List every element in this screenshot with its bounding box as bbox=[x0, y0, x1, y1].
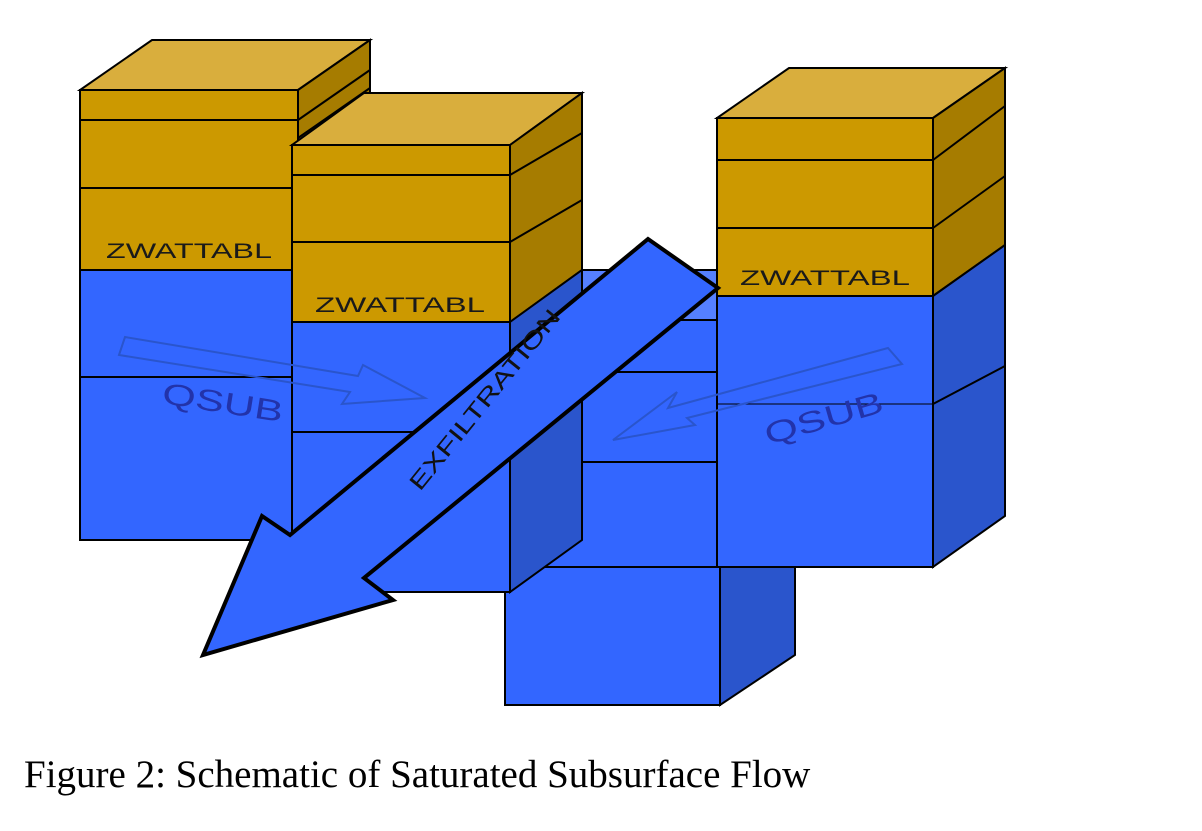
qsub-flow-arrow-left bbox=[117, 335, 429, 406]
water-table-label-middle: ZWATTABL bbox=[315, 294, 485, 317]
exfiltration-arrow bbox=[199, 236, 722, 659]
right-column bbox=[713, 66, 1009, 569]
qsub-flow-arrow-right bbox=[612, 346, 904, 441]
figure-caption: Figure 2: Schematic of Saturated Subsurf… bbox=[24, 753, 811, 796]
water-table-label-right: ZWATTABL bbox=[740, 267, 910, 290]
water-table-label-left: ZWATTABL bbox=[106, 240, 272, 263]
